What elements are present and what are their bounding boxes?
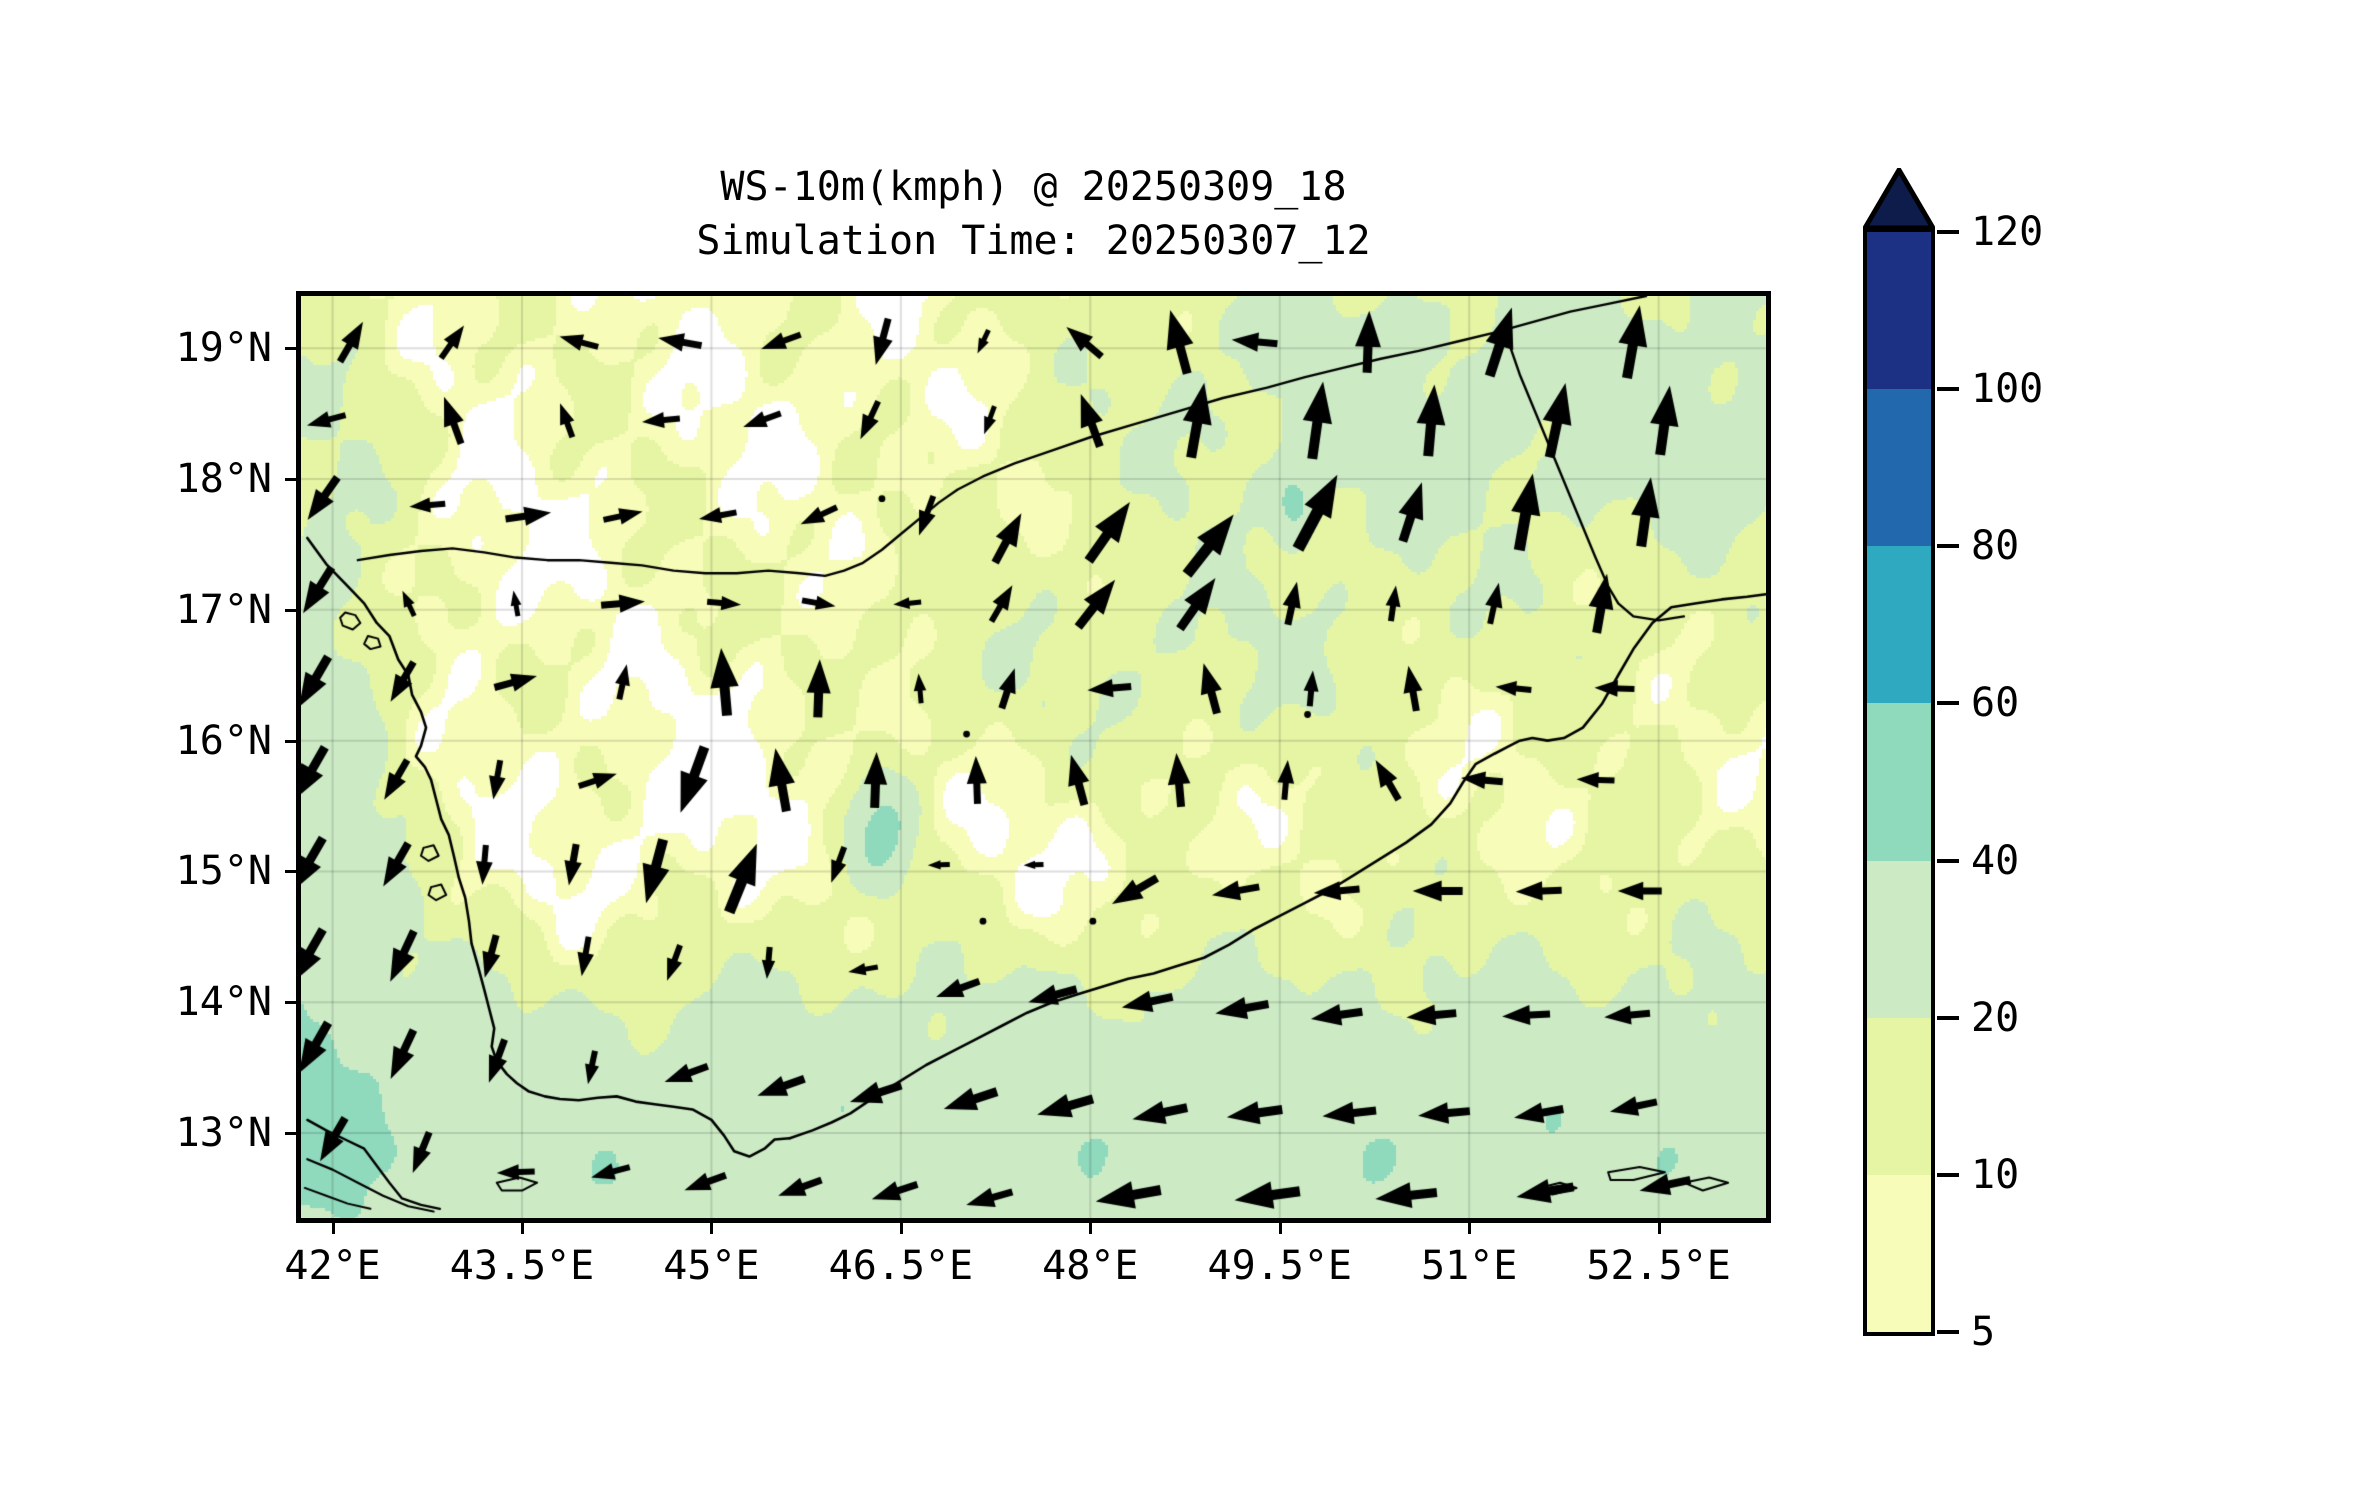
x-tick-label: 52.5°E	[1586, 1243, 1731, 1289]
x-tickmark	[899, 1223, 903, 1234]
x-tickmark	[521, 1223, 524, 1234]
colorbar-gradient	[1863, 228, 1935, 1336]
title-line-2: Simulation Time: 20250307_12	[696, 218, 1371, 264]
colorbar-tickmark	[1937, 230, 1959, 234]
y-tickmark	[285, 608, 296, 612]
x-tick-label: 46.5°E	[828, 1243, 974, 1289]
colorbar-tickmark	[1937, 544, 1959, 549]
colorbar-band	[1867, 389, 1931, 547]
x-tick-label: 49.5°E	[1207, 1243, 1353, 1289]
y-tick-label: 14°N	[175, 979, 272, 1026]
y-tickmark	[285, 347, 296, 351]
map-plot-area[interactable]	[296, 291, 1771, 1223]
x-tick-label: 42°E	[284, 1243, 381, 1289]
wind-speed-contour-map	[301, 296, 1766, 1218]
y-tick-label: 18°N	[175, 456, 272, 503]
colorbar-tick-label: 80	[1971, 523, 2020, 570]
y-tick-label: 15°N	[175, 848, 272, 895]
y-tickmark	[285, 739, 296, 743]
colorbar-tickmark	[1937, 701, 1959, 706]
colorbar-tickmark	[1937, 1330, 1959, 1334]
colorbar-tick-label: 5	[1971, 1309, 1996, 1355]
x-tickmark	[1468, 1223, 1472, 1234]
x-tickmark	[1657, 1223, 1661, 1234]
colorbar-band	[1867, 232, 1931, 390]
y-tick-label: 19°N	[175, 325, 272, 372]
x-tick-label: 48°E	[1042, 1243, 1139, 1289]
colorbar[interactable]: 120 100 80 60 40 20 10 5	[1863, 168, 2043, 1355]
y-tickmark	[285, 1131, 296, 1135]
y-tickmark	[285, 870, 296, 874]
colorbar-tick-label: 10	[1971, 1151, 2020, 1198]
colorbar-tick-label: 60	[1971, 680, 2020, 727]
colorbar-tick-label: 120	[1971, 209, 2044, 255]
page-title: WS-10m(kmph) @ 20250309_18 Simulation Ti…	[296, 160, 1771, 268]
y-tick-label: 17°N	[175, 586, 272, 633]
y-tickmark	[285, 478, 296, 482]
y-tickmark	[285, 1001, 296, 1005]
x-tick-label: 51°E	[1421, 1243, 1518, 1289]
y-tick-label: 16°N	[175, 717, 272, 764]
x-tickmark	[1089, 1223, 1093, 1234]
colorbar-tick-label: 20	[1971, 994, 2020, 1041]
y-tick-label: 13°N	[175, 1109, 272, 1156]
colorbar-band	[1867, 1174, 1931, 1332]
colorbar-band	[1867, 860, 1931, 1018]
colorbar-tickmark	[1937, 1172, 1959, 1177]
colorbar-tick-label: 40	[1971, 837, 2020, 884]
colorbar-tickmark	[1937, 858, 1959, 863]
colorbar-band	[1867, 546, 1931, 704]
colorbar-over-arrow-icon	[1863, 168, 1935, 230]
colorbar-band	[1867, 703, 1931, 861]
x-tickmark	[710, 1223, 714, 1234]
x-tick-label: 45°E	[663, 1243, 760, 1289]
colorbar-tick-label: 100	[1971, 366, 2044, 413]
x-tick-label: 43.5°E	[449, 1243, 595, 1289]
colorbar-tickmark	[1937, 1015, 1959, 1020]
colorbar-band	[1867, 1017, 1931, 1175]
colorbar-tickmark	[1937, 387, 1959, 392]
x-tickmark	[1278, 1223, 1282, 1234]
title-line-1: WS-10m(kmph) @ 20250309_18	[720, 164, 1347, 210]
x-tickmark	[331, 1223, 335, 1234]
